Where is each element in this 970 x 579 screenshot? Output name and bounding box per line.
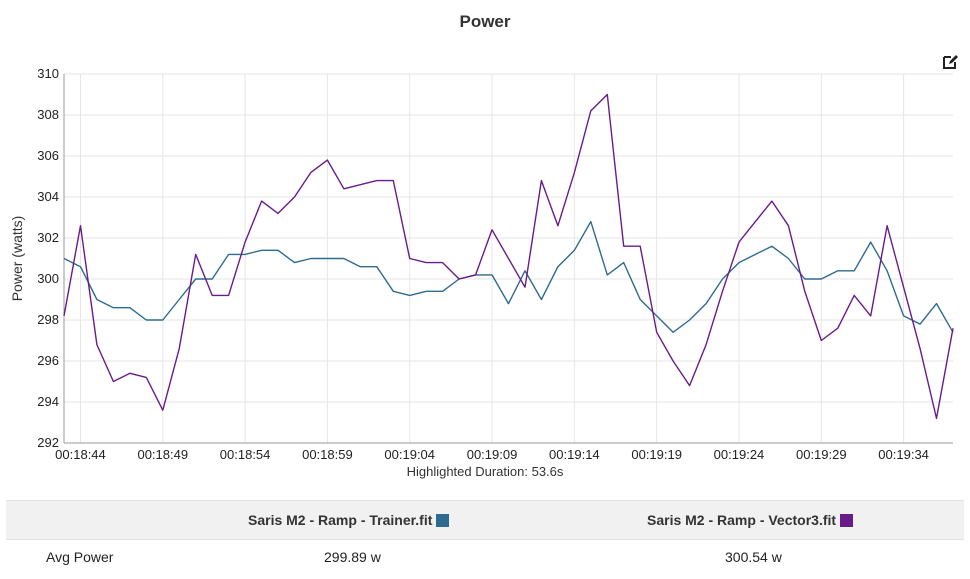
x-tick-label: 00:19:34 [878,447,929,462]
y-axis-label: Power (watts) [9,216,25,302]
y-tick-label: 294 [37,394,59,409]
x-tick-label: 00:18:44 [55,447,106,462]
y-tick-label: 310 [37,66,59,81]
stats-column-trainer: Saris M2 - Ramp - Trainer.fit [248,512,450,528]
y-tick-label: 308 [37,107,59,122]
y-tick-label: 306 [37,148,59,163]
stats-row-avg-power: Avg Power 299.89 w 300.54 w [6,540,964,574]
stats-row-label: Avg Power [46,549,114,565]
x-tick-label: 00:19:19 [631,447,682,462]
x-tick-label: 00:19:29 [796,447,847,462]
chart-title: Power [459,12,511,31]
edit-square-icon[interactable] [941,53,959,71]
y-tick-label: 304 [37,189,59,204]
x-tick-label: 00:19:14 [549,447,600,462]
x-tick-label: 00:19:09 [467,447,518,462]
x-tick-label: 00:18:49 [137,447,188,462]
highlighted-duration: Highlighted Duration: 53.6s [406,464,564,479]
vector3-power-line [63,93,954,420]
y-tick-label: 300 [37,271,59,286]
y-tick-label: 292 [37,435,59,450]
x-tick-label: 00:18:59 [302,447,353,462]
stats-value-trainer: 299.89 w [324,549,381,565]
x-tick-label: 00:18:54 [220,447,271,462]
vector3-color-swatch [840,514,854,527]
stats-column-vector3: Saris M2 - Ramp - Vector3.fit [647,512,854,528]
stats-column-trainer-label: Saris M2 - Ramp - Trainer.fit [248,512,433,528]
trainer-color-swatch [436,514,450,527]
y-tick-label: 302 [37,230,59,245]
stats-header-row: Saris M2 - Ramp - Trainer.fit Saris M2 -… [6,500,964,540]
x-tick-label: 00:19:24 [714,447,765,462]
stats-column-vector3-label: Saris M2 - Ramp - Vector3.fit [647,512,837,528]
power-line-chart: 292 294 296 298 300 302 304 306 308 310 00:18:44 00… [9,66,954,462]
trainer-power-line [63,220,954,333]
y-tick-label: 296 [37,353,59,368]
x-tick-label: 00:19:04 [384,447,435,462]
stats-value-vector3: 300.54 w [725,549,782,565]
y-tick-label: 298 [37,312,59,327]
